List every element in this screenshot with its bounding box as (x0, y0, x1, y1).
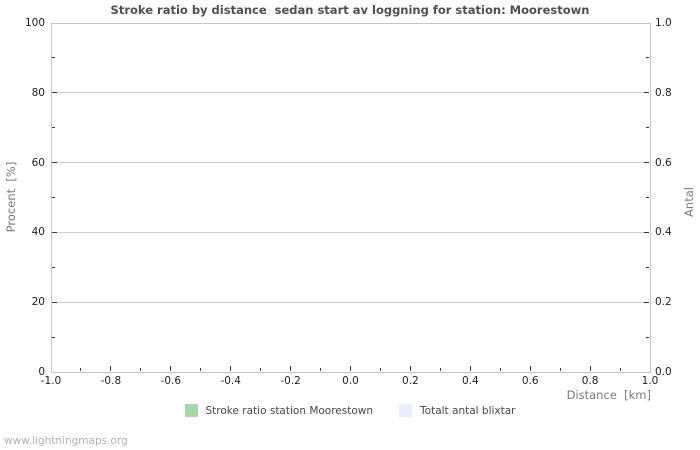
legend: Stroke ratio station Moorestown Totalt an… (0, 404, 700, 417)
x-tick-label: -0.4 (220, 375, 241, 387)
x-tick-label: 1.0 (641, 375, 659, 387)
legend-swatch (184, 404, 198, 417)
x-minor-tick (320, 368, 322, 371)
y-minor-tick-left (52, 266, 55, 268)
gridline (52, 231, 649, 233)
x-minor-tick (200, 368, 202, 371)
y-tick-label-right: 0.6 (655, 156, 672, 169)
y-minor-tick-right (646, 266, 649, 268)
x-axis-label: Distance [km] (566, 388, 651, 402)
x-tick-label: -0.2 (280, 375, 301, 387)
y-tick-label-left: 40 (31, 226, 45, 239)
y-tick-label-left: 100 (24, 17, 45, 29)
x-minor-tick (260, 368, 262, 371)
x-major-tick (110, 366, 112, 371)
y-major-tick-left (52, 162, 57, 164)
y-major-tick-right (644, 301, 649, 303)
x-minor-tick (80, 368, 82, 371)
chart-title: Stroke ratio by distance sedan start av … (110, 3, 590, 17)
x-minor-tick (140, 368, 142, 371)
y-axis-label-right: Antal (682, 187, 696, 217)
y-tick-label-left: 80 (31, 86, 45, 99)
y-tick-label-right: 0.4 (655, 226, 672, 239)
gridline (52, 301, 649, 303)
y-minor-tick-right (646, 127, 649, 129)
x-minor-tick (559, 368, 561, 371)
gridline (52, 92, 649, 94)
x-minor-tick (619, 368, 621, 371)
y-minor-tick-right (646, 57, 649, 59)
x-minor-tick (439, 368, 441, 371)
y-major-tick-left (52, 301, 57, 303)
x-major-tick (409, 366, 411, 371)
y-axis-label-left: Procent [%] (4, 161, 18, 233)
y-tick-label-right: 1.0 (655, 17, 672, 29)
x-tick-label: 0.6 (521, 375, 539, 387)
x-tick-label: -0.6 (160, 375, 182, 387)
x-major-tick (290, 366, 292, 371)
y-minor-tick-left (52, 197, 55, 198)
plot-area (51, 23, 651, 373)
y-minor-tick-right (646, 197, 649, 198)
legend-label: Totalt antal blixtar (420, 404, 516, 417)
x-minor-tick (379, 368, 381, 371)
x-major-tick (230, 366, 232, 371)
watermark: www.lightningmaps.org (4, 435, 128, 447)
legend-item: Totalt antal blixtar (399, 404, 516, 417)
y-major-tick-right (644, 162, 649, 164)
y-tick-label-right: 0.2 (655, 296, 672, 309)
y-major-tick-left (52, 231, 57, 233)
gridline (52, 162, 649, 164)
y-tick-label-left: 60 (31, 156, 45, 169)
x-tick-label: 0.4 (461, 375, 479, 387)
x-tick-label: -0.8 (100, 375, 122, 387)
legend-swatch (399, 404, 413, 417)
y-minor-tick-left (52, 57, 55, 59)
x-major-tick (589, 366, 591, 371)
x-major-tick (170, 366, 172, 371)
legend-item: Stroke ratio station Moorestown (184, 404, 374, 417)
legend-label: Stroke ratio station Moorestown (205, 404, 374, 417)
y-minor-tick-left (52, 127, 55, 129)
x-minor-tick (499, 368, 501, 371)
y-tick-label-right: 0.8 (655, 86, 672, 99)
x-major-tick (469, 366, 471, 371)
y-major-tick-right (644, 231, 649, 233)
y-tick-label-left: 20 (31, 296, 45, 309)
x-tick-label: -1.0 (40, 375, 62, 387)
x-tick-label: 0.8 (581, 375, 599, 387)
y-tick-label-right: 0.0 (655, 366, 672, 378)
y-minor-tick-left (52, 336, 55, 338)
y-tick-label-left: 0 (38, 366, 45, 378)
x-major-tick (350, 366, 351, 371)
y-major-tick-left (52, 92, 57, 94)
y-major-tick-right (644, 92, 649, 94)
y-minor-tick-right (646, 336, 649, 338)
x-tick-label: 0.2 (402, 375, 419, 387)
x-tick-label: 0.0 (342, 375, 359, 387)
x-major-tick (529, 366, 531, 371)
